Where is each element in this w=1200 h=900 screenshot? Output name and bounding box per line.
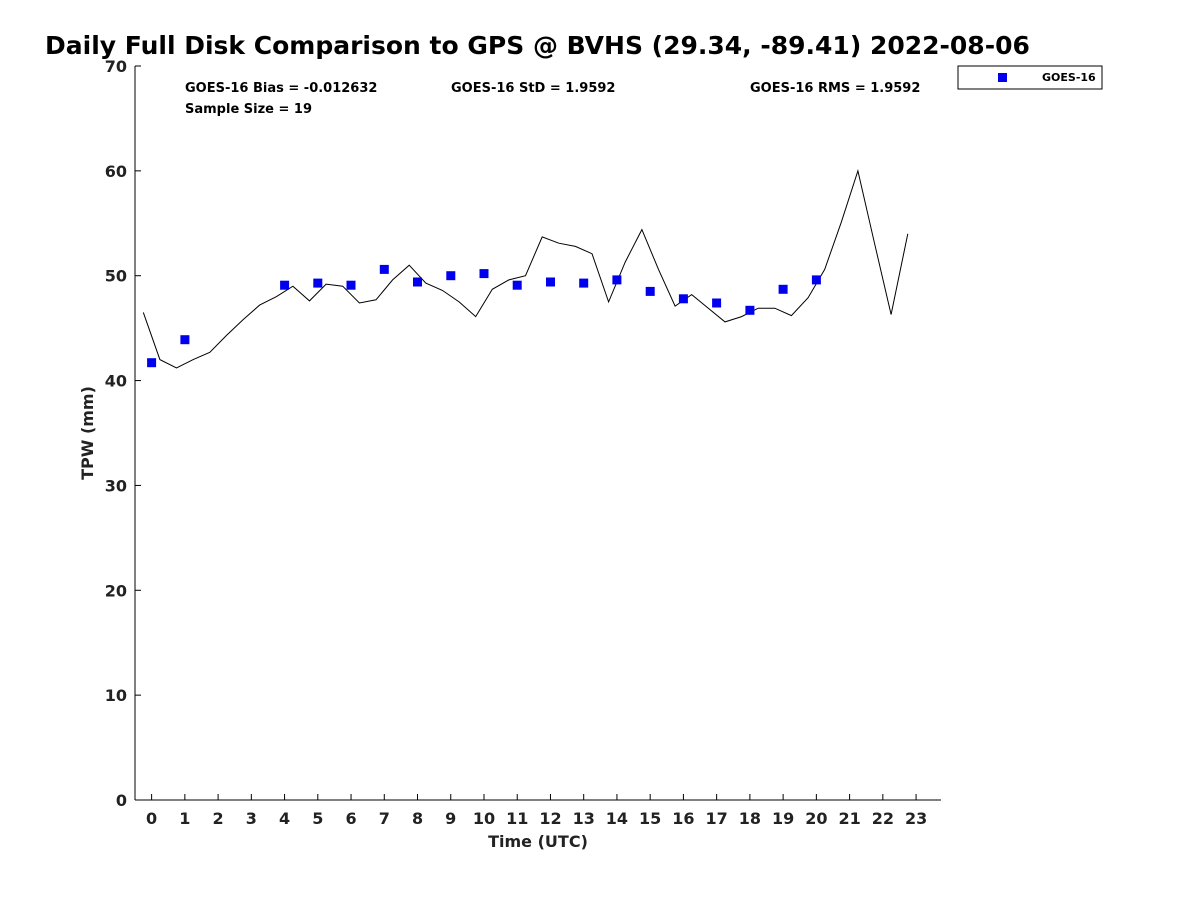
goes16-data-point — [479, 269, 489, 279]
y-axis-label: TPW (mm) — [78, 386, 97, 480]
x-tick-label: 10 — [473, 809, 495, 828]
bias-stat: GOES-16 Bias = -0.012632 — [185, 81, 377, 96]
x-tick-label: 16 — [672, 809, 694, 828]
y-tick-label: 50 — [105, 267, 127, 286]
goes16-data-point — [579, 278, 589, 288]
x-tick-label: 17 — [706, 809, 728, 828]
x-tick-label: 20 — [805, 809, 827, 828]
goes16-data-point — [413, 277, 422, 287]
goes16-data-point — [379, 264, 389, 274]
goes16-data-point — [180, 335, 190, 345]
goes16-data-point — [313, 278, 323, 288]
goes16-data-point — [546, 277, 555, 287]
goes16-data-point — [612, 275, 622, 285]
x-tick-label: 11 — [506, 809, 528, 828]
x-tick-label: 3 — [246, 809, 257, 828]
gps-tpw-line — [142, 169, 909, 369]
chart-title: Daily Full Disk Comparison to GPS @ BVHS… — [45, 31, 1030, 60]
goes16-data-point — [745, 305, 755, 315]
rms-stat: GOES-16 RMS = 1.9592 — [750, 81, 920, 96]
series-layer — [142, 169, 909, 369]
x-tick-label: 9 — [445, 809, 456, 828]
goes16-data-point — [778, 284, 788, 294]
x-tick-label: 8 — [412, 809, 423, 828]
x-tick-label: 2 — [213, 809, 224, 828]
x-tick-label: 13 — [573, 809, 595, 828]
x-tick-label: 1 — [179, 809, 190, 828]
x-tick-label: 4 — [279, 809, 290, 828]
goes16-data-point — [280, 280, 290, 290]
x-axis-label: Time (UTC) — [488, 832, 588, 851]
x-tick-label: 7 — [379, 809, 390, 828]
y-tick-label: 20 — [105, 581, 127, 600]
x-tick-label: 18 — [739, 809, 761, 828]
y-tick-label: 70 — [105, 57, 127, 76]
y-tick-label: 30 — [105, 476, 127, 495]
x-tick-label: 21 — [838, 809, 860, 828]
y-axis-ticks: 0 10 20 30 40 50 60 70 — [105, 57, 141, 810]
legend-box — [957, 65, 1103, 90]
std-stat: GOES-16 StD = 1.9592 — [451, 81, 615, 96]
goes16-data-point — [346, 280, 356, 290]
y-tick-label: 0 — [116, 791, 127, 810]
x-tick-label: 12 — [539, 809, 561, 828]
x-tick-label: 5 — [312, 809, 323, 828]
y-tick-label: 60 — [105, 162, 127, 181]
y-tick-label: 10 — [105, 686, 127, 705]
goes16-data-point — [645, 286, 655, 296]
y-tick-label: 40 — [105, 372, 127, 391]
x-tick-label: 0 — [146, 809, 157, 828]
goes16-data-point — [811, 275, 821, 285]
legend-marker-goes16 — [998, 73, 1007, 82]
goes16-data-point — [712, 298, 722, 308]
legend-label-goes16: GOES-16 — [1042, 71, 1096, 84]
x-tick-label: 22 — [872, 809, 894, 828]
x-tick-label: 15 — [639, 809, 661, 828]
x-tick-label: 19 — [772, 809, 794, 828]
x-tick-label: 6 — [345, 809, 356, 828]
goes16-data-point — [512, 280, 522, 290]
x-tick-label: 14 — [606, 809, 628, 828]
sample-size-stat: Sample Size = 19 — [185, 102, 312, 117]
goes16-data-point — [147, 358, 157, 368]
goes16-data-point — [446, 271, 456, 281]
goes16-data-point — [678, 294, 688, 304]
x-axis-ticks: 0 1 2 3 4 5 6 7 8 9 10 11 12 13 14 15 16 17 18 19 20 21 22 23 — [146, 794, 927, 828]
legend: GOES-16 — [957, 65, 1103, 90]
x-tick-label: 23 — [905, 809, 927, 828]
